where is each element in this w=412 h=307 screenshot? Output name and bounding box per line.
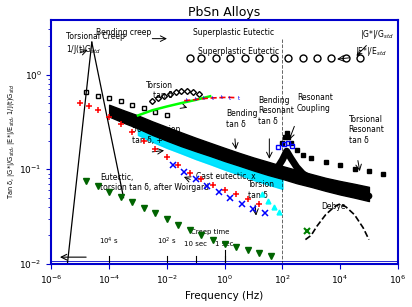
Text: 50%, torsion
tan δ, +: 50%, torsion tan δ, + (132, 125, 180, 145)
Text: t: t (203, 96, 206, 101)
Title: PbSn Alloys: PbSn Alloys (188, 6, 261, 18)
Text: 10$^2$ s: 10$^2$ s (157, 235, 177, 247)
Text: Superplastic Eutectic: Superplastic Eutectic (193, 28, 274, 37)
Text: Torsional Creep
1/J(t)G$_{std}$: Torsional Creep 1/J(t)G$_{std}$ (66, 33, 125, 56)
Text: 1 sec: 1 sec (215, 241, 234, 247)
Text: Bending creep: Bending creep (96, 28, 151, 37)
Text: t: t (238, 96, 240, 101)
Text: |E*|/E$_{std}$: |E*|/E$_{std}$ (354, 45, 386, 58)
Text: Bending
Resonant
tan δ: Bending Resonant tan δ (258, 96, 294, 126)
Text: t: t (194, 97, 197, 102)
Text: t: t (229, 95, 232, 100)
Text: Cast eutectic, x: Cast eutectic, x (196, 172, 255, 181)
Text: Eutectic,
torsion tan δ, after Woirgard: Eutectic, torsion tan δ, after Woirgard (101, 173, 209, 192)
Text: Torsion
tan δ: Torsion tan δ (145, 81, 173, 100)
Text: |G*|/G$_{std}$: |G*|/G$_{std}$ (357, 28, 394, 55)
Text: Debye: Debye (321, 202, 346, 211)
X-axis label: Frequency (Hz): Frequency (Hz) (185, 291, 264, 301)
Text: 10$^4$ s: 10$^4$ s (99, 235, 119, 247)
Text: 10 sec: 10 sec (184, 241, 207, 247)
Text: t: t (212, 95, 214, 100)
Text: t: t (221, 95, 223, 100)
Text: Superplastic Eutectic: Superplastic Eutectic (199, 47, 280, 56)
Text: Creep time: Creep time (191, 229, 229, 235)
Text: Resonant
Coupling: Resonant Coupling (297, 93, 332, 113)
Text: t: t (186, 98, 188, 103)
Text: Bending
tan δ: Bending tan δ (226, 109, 258, 129)
Y-axis label: Tan δ, |G*|/G$_{std}$, |E*|/E$_{std}$, 1/J(t)G$_{std}$: Tan δ, |G*|/G$_{std}$, |E*|/E$_{std}$, 1… (5, 84, 16, 199)
Text: Torsional
Resonant
tan δ: Torsional Resonant tan δ (349, 115, 385, 145)
Text: Torsion
tan δ: Torsion tan δ (248, 180, 275, 200)
